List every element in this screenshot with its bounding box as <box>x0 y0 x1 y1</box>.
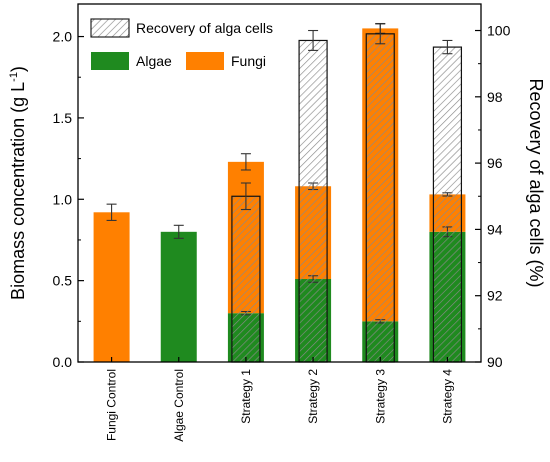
right-tick-label: 100 <box>487 23 511 39</box>
recovery-bar-6 <box>432 46 463 363</box>
right-axis-title: Recovery of alga cells (%) <box>526 78 546 287</box>
recovery-layer <box>231 23 463 363</box>
right-tick-label: 90 <box>487 354 503 370</box>
left-axis-title-sup: -1 <box>8 72 20 82</box>
fungi-bar-1 <box>93 212 130 362</box>
category-label: Algae Control <box>172 369 186 442</box>
category-label: Strategy 2 <box>306 369 320 424</box>
legend: Recovery of alga cells Algae Fungi <box>90 18 273 70</box>
category-label: Fungi Control <box>105 369 119 441</box>
recovery-error-4 <box>308 29 319 51</box>
left-tick-label: 0.5 <box>53 273 73 289</box>
right-tick-label: 92 <box>487 288 503 304</box>
recovery-error-3 <box>240 182 251 211</box>
left-tick-label: 0.0 <box>53 354 73 370</box>
legend-swatch-fungi <box>186 52 224 70</box>
right-tick-label: 98 <box>487 89 503 105</box>
plot-frame <box>77 3 482 363</box>
left-axis-title-main: Biomass concentration (g L <box>8 82 28 300</box>
legend-label-recovery: Recovery of alga cells <box>136 20 273 36</box>
algae-error-2 <box>173 224 184 239</box>
axes-layer: 0.0 0.5 1.0 1.5 2.0 90 92 94 96 98 100 Fungi Contro… <box>8 3 546 442</box>
legend-label-algae: Algae <box>136 53 172 69</box>
legend-swatch-recovery <box>90 18 130 38</box>
right-tick-label: 94 <box>487 221 503 237</box>
category-label: Strategy 1 <box>239 369 253 424</box>
recovery-error-6 <box>442 39 453 55</box>
recovery-error-5 <box>375 23 386 45</box>
category-label: Strategy 4 <box>440 369 454 424</box>
left-tick-label: 1.0 <box>53 191 73 207</box>
legend-label-fungi: Fungi <box>231 53 266 69</box>
left-tick-label: 1.5 <box>53 110 73 126</box>
legend-swatch-algae <box>91 52 129 70</box>
right-tick-label: 96 <box>487 155 503 171</box>
recovery-bar-3 <box>231 195 261 363</box>
total-error-1 <box>106 203 117 221</box>
recovery-bar-5 <box>365 33 395 363</box>
bars-layer <box>93 22 466 362</box>
left-axis-title: Biomass concentration (g L-1) <box>8 66 28 300</box>
category-label: Strategy 3 <box>373 369 387 424</box>
left-axis-title-end: ) <box>8 66 28 72</box>
total-error-3 <box>240 153 251 171</box>
algae-bar-2 <box>160 231 197 362</box>
recovery-bar-4 <box>298 39 328 363</box>
left-tick-label: 2.0 <box>53 29 73 45</box>
